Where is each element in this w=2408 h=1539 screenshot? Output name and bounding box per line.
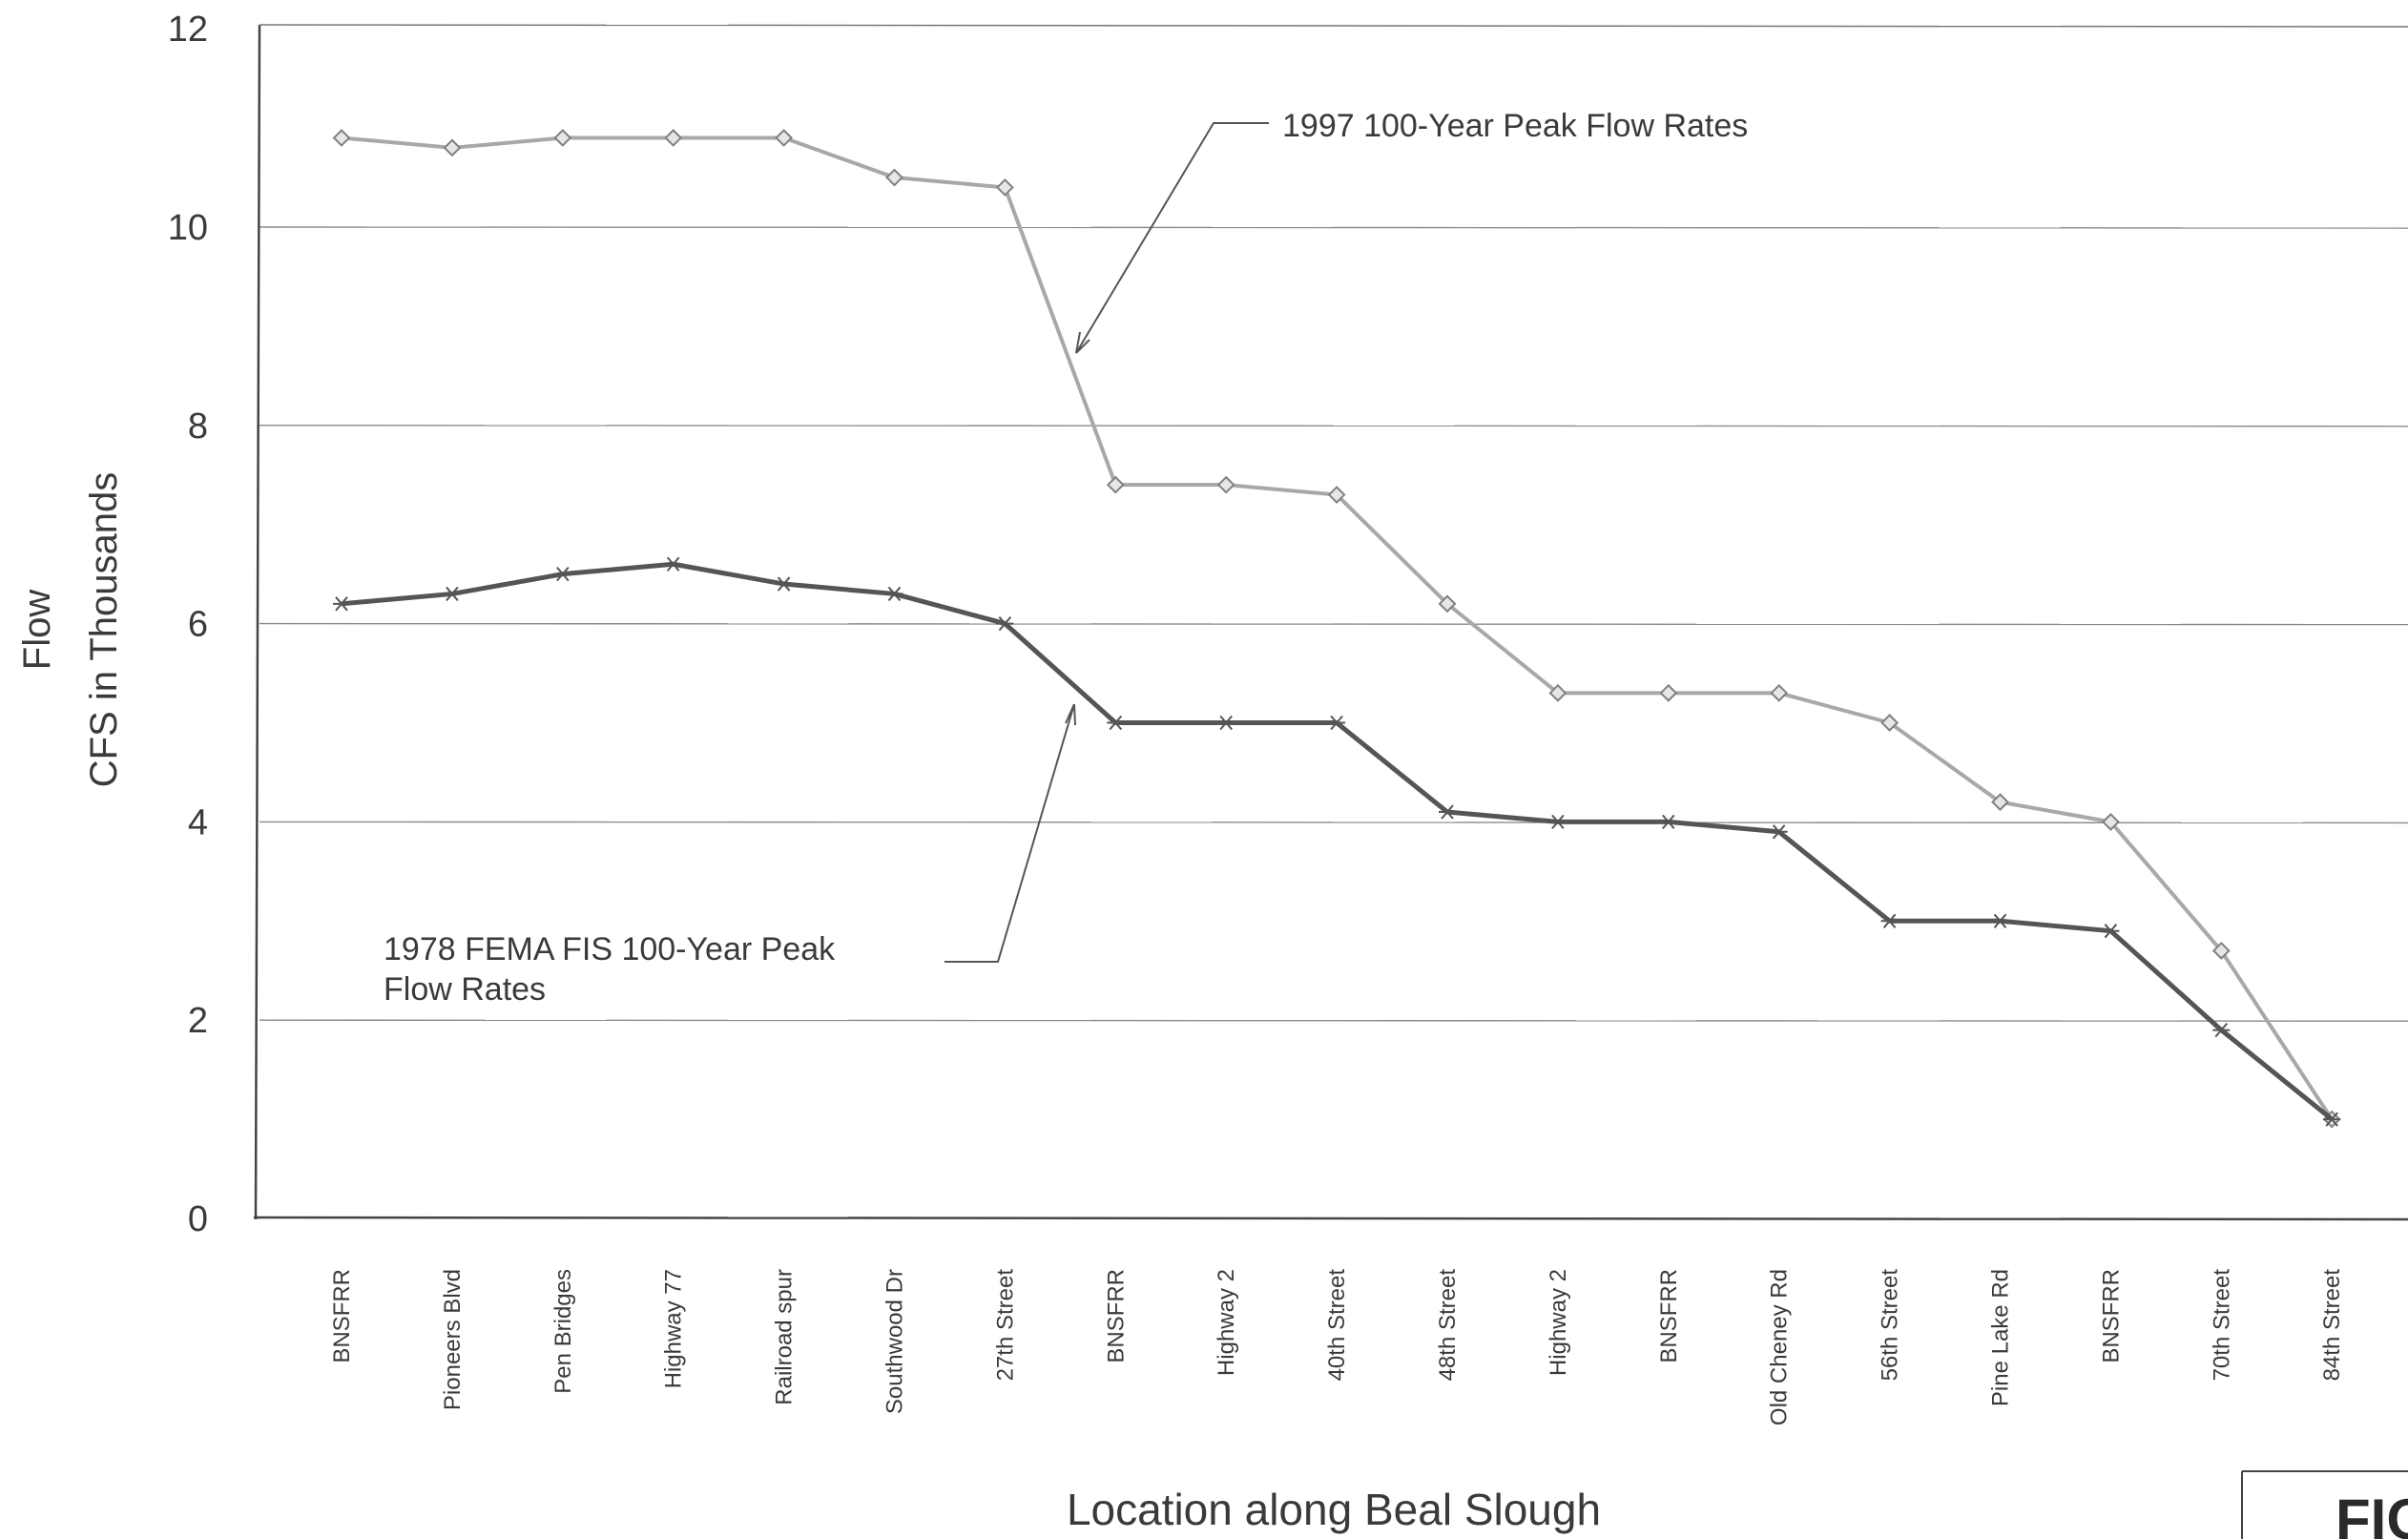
y-tick-labels: 0 2 4 6 8 10 12 — [168, 10, 208, 1239]
series-0-point — [2101, 812, 2120, 831]
annotation-1997-leader — [1075, 122, 1269, 354]
series-1-point — [1217, 715, 1235, 731]
series-1-point — [996, 615, 1014, 632]
series-1 — [333, 556, 2341, 1127]
annotation-1978-leader — [945, 703, 1075, 963]
series-1-point — [1659, 814, 1677, 830]
series-1-point — [2323, 1112, 2341, 1127]
annotation-1978-text-line2: Flow Rates — [384, 971, 546, 1008]
series-1-point — [443, 586, 461, 602]
series-0-point — [1216, 475, 1235, 494]
data-series — [332, 129, 2341, 1129]
x-tick-label: Pen Bridges — [550, 1269, 576, 1394]
y-tick-label: 6 — [188, 605, 208, 645]
series-1-point — [333, 596, 350, 612]
series-0-point — [1880, 714, 1899, 732]
x-tick-label: Highway 2 — [1546, 1269, 1571, 1376]
axes — [253, 24, 2408, 1221]
series-1-point — [1991, 913, 2009, 928]
series-0-point — [332, 129, 351, 147]
plot-top-border — [259, 24, 2408, 28]
series-0-point — [995, 178, 1014, 197]
series-1-point — [1439, 804, 1456, 820]
x-tick-label: Old Cheney Rd — [1767, 1269, 1793, 1425]
series-1-point — [1880, 913, 1899, 928]
series-0-point — [553, 129, 572, 147]
x-tick-label: 48th Street — [1435, 1269, 1461, 1382]
series-1-point — [885, 586, 903, 602]
series-1-point — [2102, 924, 2120, 939]
x-tick-label: BNSFRR — [1103, 1269, 1129, 1363]
annotation-1997-arrowhead — [1075, 331, 1090, 354]
series-1-point — [1770, 824, 1788, 840]
y-tick-label: 2 — [188, 1001, 208, 1041]
x-tick-label: Pine Lake Rd — [1988, 1269, 2014, 1406]
x-axis-line — [253, 1216, 2408, 1221]
series-0-point — [1327, 486, 1346, 504]
x-tick-label: BNSFRR — [329, 1269, 355, 1363]
x-tick-label: Highway 2 — [1214, 1269, 1239, 1376]
x-tick-label: BNSFRR — [1656, 1269, 1682, 1363]
y-axis-line — [254, 24, 261, 1220]
y-tick-label: 4 — [188, 802, 208, 842]
series-1-point — [553, 566, 571, 582]
gridline-6 — [259, 622, 2408, 626]
annotation-1978-text-line1: 1978 FEMA FIS 100-Year Peak — [384, 931, 836, 967]
series-0-point — [1548, 683, 1567, 702]
gridline-2 — [259, 1019, 2408, 1022]
y-axis-title-line2: CFS in Thousands — [83, 472, 125, 788]
x-tick-label: 40th Street — [1324, 1269, 1350, 1382]
series-0-point — [664, 129, 683, 147]
x-tick-label: Pioneers Blvd — [440, 1269, 466, 1410]
series-line-0 — [341, 135, 2334, 1121]
gridline-4 — [259, 821, 2408, 824]
series-0-point — [1106, 475, 1125, 494]
series-1-point — [1107, 715, 1125, 731]
annotation-1997-text: 1997 100-Year Peak Flow Rates — [1282, 108, 1748, 144]
x-tick-label: BNSFRR — [2098, 1269, 2124, 1363]
series-0-point — [443, 138, 462, 157]
annotation-1978-arrowhead — [1065, 703, 1076, 726]
series-1-point — [2212, 1022, 2231, 1038]
series-line-1 — [341, 561, 2334, 1122]
x-tick-label: 70th Street — [2209, 1269, 2234, 1382]
series-1-point — [775, 576, 793, 592]
figure-label-text: FIG — [2335, 1487, 2408, 1539]
x-tick-label: 56th Street — [1878, 1269, 1903, 1382]
series-1-point — [664, 556, 682, 572]
gridlines — [259, 226, 2408, 1022]
series-0-point — [1770, 683, 1789, 702]
y-tick-label: 10 — [168, 208, 208, 248]
series-0-point — [885, 168, 903, 187]
series-0-point — [2211, 942, 2231, 960]
y-tick-label: 0 — [188, 1199, 208, 1239]
series-0-point — [1438, 594, 1457, 614]
x-tick-label: Railroad spur — [772, 1269, 798, 1405]
series-0-point — [775, 129, 794, 147]
annotation-1997: 1997 100-Year Peak Flow Rates — [1075, 108, 1748, 354]
y-tick-label: 8 — [188, 406, 208, 447]
series-1-point — [1328, 715, 1346, 731]
series-0-point — [1659, 683, 1678, 702]
annotation-1978: 1978 FEMA FIS 100-Year Peak Flow Rates — [384, 703, 1076, 1008]
y-axis-title-line1: Flow — [16, 590, 58, 671]
gridline-10 — [259, 226, 2408, 229]
y-tick-label: 12 — [168, 10, 208, 50]
series-0 — [332, 129, 2341, 1129]
series-1-point — [1548, 814, 1567, 830]
x-tick-label: 84th Street — [2319, 1269, 2345, 1382]
x-axis-title: Location along Beal Slough — [1067, 1485, 1601, 1534]
figure-label-box: FIG — [2241, 1470, 2408, 1539]
x-tick-label: Southwood Dr — [882, 1269, 908, 1414]
x-tick-label: Highway 77 — [661, 1269, 687, 1388]
x-tick-labels: BNSFRR Pioneers Blvd Pen Bridges Highway 77… — [329, 1269, 2345, 1425]
series-0-point — [1991, 793, 2009, 812]
x-tick-label: 27th Street — [992, 1269, 1018, 1382]
